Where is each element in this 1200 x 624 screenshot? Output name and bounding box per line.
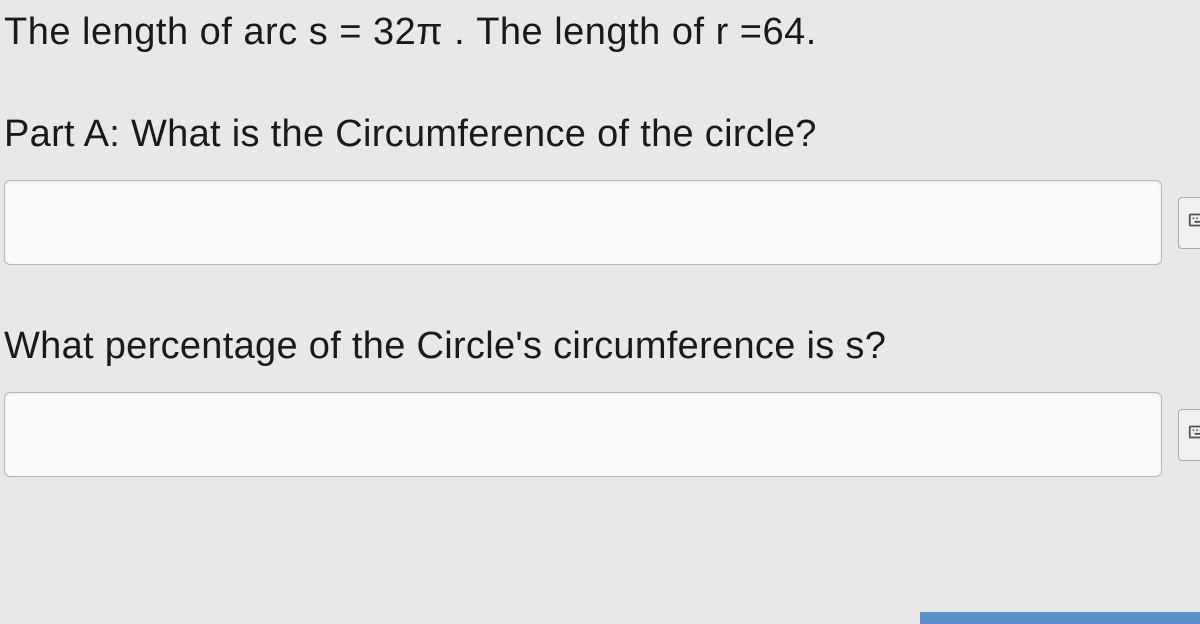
part-a-input-row xyxy=(4,180,1188,265)
keyboard-icon xyxy=(1187,209,1200,236)
equation-editor-button[interactable] xyxy=(1178,197,1200,249)
keyboard-icon xyxy=(1187,421,1200,448)
problem-statement: The length of arc s = 32π . The length o… xyxy=(4,8,1188,57)
part-b-question: What percentage of the Circle's circumfe… xyxy=(4,325,1188,368)
part-a-answer-input[interactable] xyxy=(4,180,1162,265)
equation-editor-button-2[interactable] xyxy=(1178,409,1200,461)
part-a-question: Part A: What is the Circumference of the… xyxy=(4,113,1188,156)
progress-bar-segment xyxy=(920,612,1200,624)
part-b-answer-input[interactable] xyxy=(4,392,1162,477)
part-b-input-row xyxy=(4,392,1188,477)
